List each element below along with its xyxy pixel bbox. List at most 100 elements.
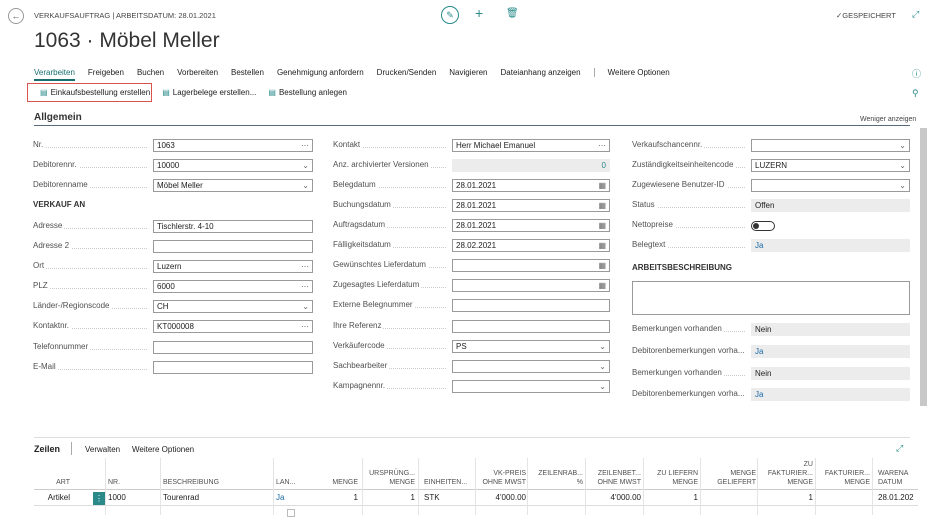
menu-item[interactable]: Drucken/Senden (376, 68, 437, 77)
header-line: % (576, 479, 583, 486)
cell: 1 (410, 493, 415, 502)
input[interactable]: Möbel Meller ⌄ (153, 179, 313, 192)
column-header: MENGE GELIEFERT (703, 469, 756, 487)
col-sep (362, 458, 363, 515)
delete-button[interactable]: 🗑 (506, 8, 519, 19)
header-line: WARENA (878, 470, 909, 477)
input[interactable]: LUZERN ⌄ (751, 159, 910, 172)
col-sep (105, 458, 106, 515)
input[interactable]: ⌄ (452, 360, 610, 373)
input-value: Luzern (157, 262, 182, 271)
input[interactable]: ▦ (452, 279, 610, 292)
lines-expand[interactable]: ⤢ (896, 443, 904, 453)
label-text: Externe Belegnummer (333, 300, 415, 309)
header-line: ZU LIEFERN (657, 470, 698, 477)
input-value: PS (456, 342, 467, 351)
cell: 1 (353, 493, 358, 502)
new-button[interactable]: + (475, 5, 484, 21)
input[interactable] (153, 240, 313, 253)
menu-item[interactable]: Buchen (136, 68, 165, 77)
col-sep (527, 458, 528, 515)
input[interactable]: 28.01.2021 ▦ (452, 219, 610, 232)
cell: 28.01.202 (878, 493, 914, 502)
field-label: Adresse (33, 221, 147, 230)
menu-item[interactable]: Verarbeiten (34, 68, 75, 81)
info-icon[interactable]: ⓘ (912, 69, 922, 79)
input[interactable]: 28.01.2021 ▦ (452, 199, 610, 212)
col-sep (643, 458, 644, 515)
input-icon: ⌄ (599, 342, 606, 351)
edit-button[interactable]: ✎ (441, 6, 459, 24)
column-header: ZU LIEFERN MENGE (646, 469, 698, 487)
field-label: Bemerkungen vorhanden (632, 368, 745, 377)
input: Offen (751, 199, 910, 212)
col-sep (700, 458, 701, 515)
input[interactable] (452, 320, 610, 333)
input: Ja (751, 239, 910, 252)
lines-tab[interactable]: Verwalten (85, 445, 121, 454)
input[interactable]: 1063 ⋯ (153, 139, 313, 152)
label-text: Debitorenbemerkungen vorha... (632, 346, 745, 355)
leader-dots (33, 268, 147, 269)
header-line: ZU (803, 461, 813, 468)
input-icon: ▦ (598, 241, 606, 250)
form: Nr. 1063 ⋯ Debitorennr. 10000 ⌄ Debitorenname M… (33, 139, 910, 401)
action[interactable]: Lagerbelege erstellen... (172, 88, 257, 97)
input[interactable] (452, 299, 610, 312)
input-value: 0 (601, 161, 606, 170)
menu-item[interactable]: Bestellen (231, 68, 264, 77)
menu-item[interactable]: Genehmigung anfordern (276, 68, 364, 77)
back-button[interactable]: ← (8, 8, 24, 24)
input: Nein (751, 323, 910, 336)
input[interactable]: 28.01.2021 ▦ (452, 179, 610, 192)
label-text: Ort (33, 261, 47, 270)
field-label: Belegdatum (333, 180, 446, 189)
input[interactable]: CH ⌄ (153, 300, 313, 313)
new-row-check (287, 509, 295, 517)
label-text: E-Mail (33, 362, 58, 371)
field-label: Auftragsdatum (333, 220, 446, 229)
lines-rule (34, 437, 910, 438)
label-text: Bemerkungen vorhanden (632, 368, 724, 377)
input[interactable] (153, 361, 313, 374)
expand-button[interactable]: ⤢ (912, 9, 920, 19)
col-sep (872, 458, 873, 515)
input[interactable]: ▦ (452, 259, 610, 272)
column-header: LAN... (276, 478, 300, 487)
action-icon: ▤ (162, 88, 170, 97)
input[interactable]: 28.02.2021 ▦ (452, 239, 610, 252)
lines-tab[interactable]: Weitere Optionen (132, 445, 195, 454)
input[interactable]: PS ⌄ (452, 340, 610, 353)
menu-more[interactable]: Weitere Optionen (607, 68, 670, 77)
action[interactable]: Bestellung anlegen (278, 88, 347, 97)
input[interactable]: ⌄ (452, 380, 610, 393)
menu-item[interactable]: Freigeben (87, 68, 124, 77)
field-label: Fälligkeitsdatum (333, 240, 446, 249)
field-label: Ort (33, 261, 147, 270)
menu-item[interactable]: Navigieren (449, 68, 488, 77)
field-label: PLZ (33, 281, 147, 290)
menu-item[interactable]: Dateianhang anzeigen (500, 68, 581, 77)
input[interactable]: KT000008 ⋯ (153, 320, 313, 333)
label-text: Ihre Referenz (333, 321, 384, 330)
pin-icon[interactable]: ⚲ (912, 88, 919, 98)
input[interactable]: Herr Michael Emanuel ⋯ (452, 139, 610, 152)
input[interactable]: Luzern ⋯ (153, 260, 313, 273)
text-area[interactable] (632, 281, 910, 315)
cell: Artikel (47, 493, 70, 502)
toggle[interactable] (751, 221, 775, 231)
input[interactable]: 6000 ⋯ (153, 280, 313, 293)
input[interactable]: 10000 ⌄ (153, 159, 313, 172)
menu-item[interactable]: Vorbereiten (177, 68, 219, 77)
label-text: Zugewiesene Benutzer-ID (632, 180, 727, 189)
action[interactable]: Einkaufsbestellung erstellen (50, 88, 151, 97)
label-text: Bemerkungen vorhanden (632, 324, 724, 333)
input: 0 (452, 159, 610, 172)
input[interactable] (153, 341, 313, 354)
input[interactable]: ⌄ (751, 139, 910, 152)
input[interactable]: ⌄ (751, 179, 910, 192)
cell: 1 (693, 493, 698, 502)
show-less[interactable]: Weniger anzeigen (860, 116, 917, 123)
input[interactable]: Tischlerstr. 4-10 (153, 220, 313, 233)
leader-dots (333, 187, 446, 188)
